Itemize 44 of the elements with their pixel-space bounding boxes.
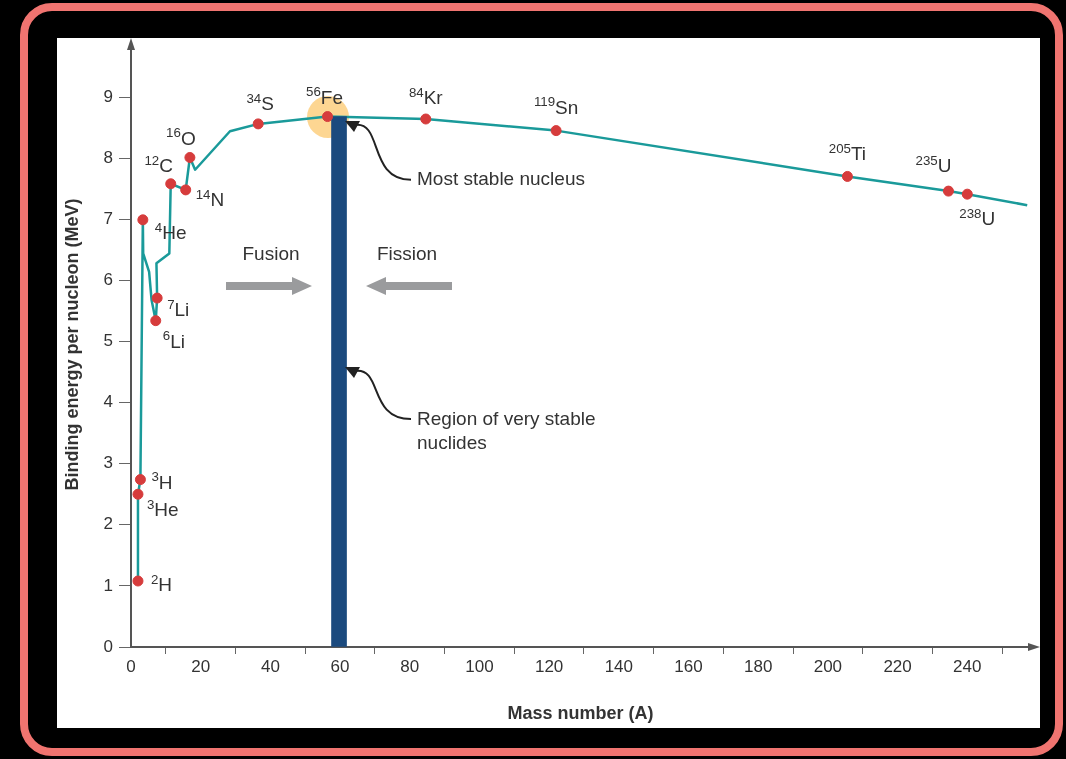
x-tick-label: 240	[953, 656, 982, 676]
point	[180, 184, 192, 196]
x-tick-label: 20	[191, 656, 211, 676]
x-tick-label: 100	[465, 656, 494, 676]
y-tick-label: 7	[103, 208, 113, 228]
y-tick-label: 3	[103, 453, 113, 473]
point	[151, 292, 163, 304]
point	[942, 185, 954, 197]
y-tick-label: 4	[103, 392, 113, 412]
x-axis-title: Mass number (A)	[507, 703, 654, 724]
y-axis-title: Binding energy per nucleon (MeV)	[61, 198, 82, 491]
point	[165, 178, 177, 190]
y-tick-label: 5	[103, 331, 113, 351]
x-tick-label: 200	[813, 656, 843, 676]
point	[550, 125, 562, 137]
point	[132, 488, 144, 500]
y-tick-label: 6	[103, 270, 113, 290]
y-tick-label: 8	[103, 147, 113, 167]
annotation: Most stable nucleus	[417, 168, 585, 190]
y-tick-label: 9	[103, 86, 113, 106]
point	[184, 152, 196, 163]
x-tick-label: 160	[674, 656, 703, 676]
point	[150, 315, 162, 327]
point	[841, 170, 853, 182]
annotation: Fission	[376, 242, 438, 264]
x-tick-label: 40	[260, 656, 280, 676]
point	[420, 113, 432, 125]
x-tick-label: 120	[534, 656, 564, 676]
y-tick-label: 1	[103, 575, 113, 595]
x-tick-label: 220	[883, 656, 912, 676]
point	[137, 214, 149, 226]
point	[134, 474, 146, 486]
x-tick-label: 180	[744, 656, 773, 676]
y-tick-label: 2	[103, 514, 113, 534]
x-tick-label: 80	[400, 656, 420, 676]
x-tick-label: 0	[126, 656, 136, 676]
annotation: Region of very stable nuclides	[417, 407, 596, 453]
point	[961, 188, 973, 200]
annotation: Fusion	[242, 242, 300, 264]
x-tick-label: 60	[330, 656, 350, 676]
y-tick-label: 0	[103, 636, 113, 656]
point	[252, 118, 264, 130]
x-tick-label: 140	[604, 656, 634, 676]
point	[132, 575, 144, 587]
